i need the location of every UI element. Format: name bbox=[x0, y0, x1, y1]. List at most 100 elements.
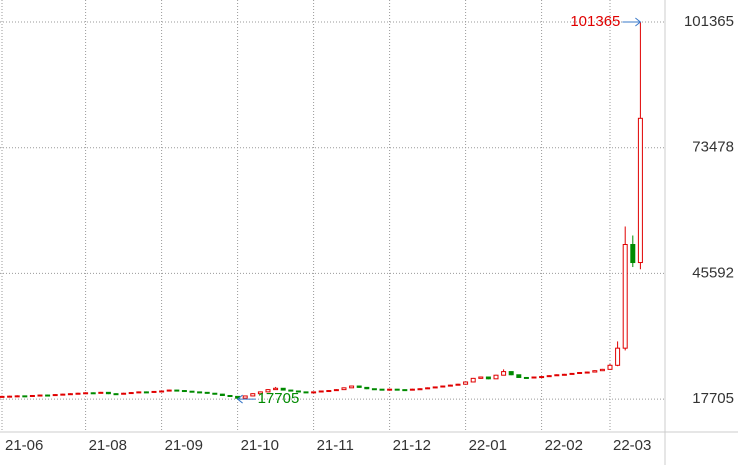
candle-body bbox=[402, 389, 408, 392]
candle-body bbox=[637, 117, 643, 264]
candle-body bbox=[273, 387, 279, 391]
candle-body bbox=[417, 388, 423, 391]
candle-body bbox=[341, 387, 347, 391]
candle-body bbox=[523, 376, 529, 379]
x-tick-label: 21-09 bbox=[165, 437, 203, 454]
candle-body bbox=[311, 391, 317, 394]
candle-body bbox=[447, 384, 453, 387]
candle-body bbox=[113, 393, 119, 396]
candle-body bbox=[539, 376, 545, 379]
candle-body bbox=[14, 395, 20, 398]
candle-body bbox=[242, 395, 248, 399]
candle-body bbox=[280, 387, 286, 391]
candle-body bbox=[349, 385, 355, 389]
candle-body bbox=[561, 373, 567, 376]
candle-body bbox=[531, 376, 537, 379]
x-tick-label: 21-08 bbox=[89, 437, 127, 454]
candle-body bbox=[318, 390, 324, 393]
candle-body bbox=[29, 394, 35, 397]
candle-body bbox=[592, 370, 598, 373]
min-label: 17705 bbox=[258, 390, 300, 407]
candle-body bbox=[607, 364, 613, 370]
candle-body bbox=[52, 394, 58, 397]
candle-body bbox=[333, 389, 339, 392]
candle-body bbox=[478, 376, 484, 379]
candle-body bbox=[45, 394, 51, 397]
candle-body bbox=[67, 393, 73, 396]
candle-body bbox=[227, 394, 233, 397]
candle-body bbox=[159, 390, 165, 393]
candle-body bbox=[105, 391, 111, 395]
candle-body bbox=[136, 391, 142, 394]
candle-body bbox=[90, 392, 96, 395]
candle-body bbox=[7, 395, 13, 398]
candle-body bbox=[455, 383, 461, 386]
candle-body bbox=[197, 391, 203, 394]
candle-body bbox=[98, 391, 104, 394]
y-tick-label: 45592 bbox=[692, 264, 734, 281]
candle-body bbox=[516, 374, 522, 378]
candle-body bbox=[463, 381, 469, 385]
candle-body bbox=[409, 388, 415, 391]
candle-body bbox=[371, 388, 377, 391]
candle-body bbox=[265, 389, 271, 393]
candle-body bbox=[121, 392, 127, 395]
candle-body bbox=[181, 390, 187, 393]
candle-body bbox=[599, 368, 605, 372]
candle-body bbox=[219, 393, 225, 396]
candle-body bbox=[485, 376, 491, 380]
candle-body bbox=[622, 244, 628, 349]
candle-body bbox=[493, 374, 499, 380]
candle-body bbox=[0, 395, 5, 398]
candle-body bbox=[189, 390, 195, 393]
candle-body bbox=[204, 391, 210, 394]
candle-body bbox=[22, 395, 28, 398]
candle-body bbox=[326, 390, 332, 393]
x-tick-label: 21-11 bbox=[317, 437, 354, 454]
candle-body bbox=[394, 388, 400, 391]
y-tick-label: 73478 bbox=[692, 139, 734, 156]
candle-body bbox=[364, 386, 370, 390]
candle-body bbox=[83, 392, 89, 395]
max-label: 101365 bbox=[570, 13, 620, 30]
candle-body bbox=[75, 392, 81, 395]
candle-body bbox=[584, 371, 590, 374]
candle-body bbox=[554, 374, 560, 377]
candle-body bbox=[128, 392, 134, 395]
max-arrowhead bbox=[635, 17, 642, 27]
candle-body bbox=[303, 391, 309, 394]
candle-body bbox=[546, 375, 552, 378]
candle-body bbox=[151, 390, 157, 393]
candle-body bbox=[379, 388, 385, 391]
candle-body bbox=[250, 393, 256, 397]
x-tick-label: 21-06 bbox=[5, 437, 43, 454]
y-tick-label: 17705 bbox=[692, 390, 734, 407]
x-tick-label: 21-10 bbox=[241, 437, 279, 454]
x-tick-label: 22-02 bbox=[545, 437, 583, 454]
candle-body bbox=[501, 371, 507, 376]
candle-body bbox=[470, 377, 476, 383]
candle-body bbox=[577, 372, 583, 375]
min-arrowhead bbox=[236, 394, 243, 404]
candle-body bbox=[257, 391, 263, 395]
candle-body bbox=[174, 389, 180, 392]
candle-body bbox=[60, 393, 66, 396]
x-tick-label: 21-12 bbox=[393, 437, 431, 454]
candle-body bbox=[387, 388, 393, 391]
candle-body bbox=[615, 347, 621, 366]
candle-body bbox=[356, 385, 362, 388]
candle-body bbox=[166, 389, 172, 392]
candle-body bbox=[288, 389, 294, 392]
candle-body bbox=[143, 391, 149, 394]
candle-body bbox=[425, 387, 431, 390]
candle-body bbox=[295, 390, 301, 393]
candle-body bbox=[440, 385, 446, 388]
candle-body bbox=[212, 392, 218, 395]
x-tick-label: 22-01 bbox=[469, 437, 507, 454]
candle-body bbox=[569, 372, 575, 375]
x-tick-label: 22-03 bbox=[613, 437, 651, 454]
y-tick-label: 101365 bbox=[684, 13, 734, 30]
candle-body bbox=[630, 244, 636, 264]
candle-body bbox=[508, 371, 514, 376]
